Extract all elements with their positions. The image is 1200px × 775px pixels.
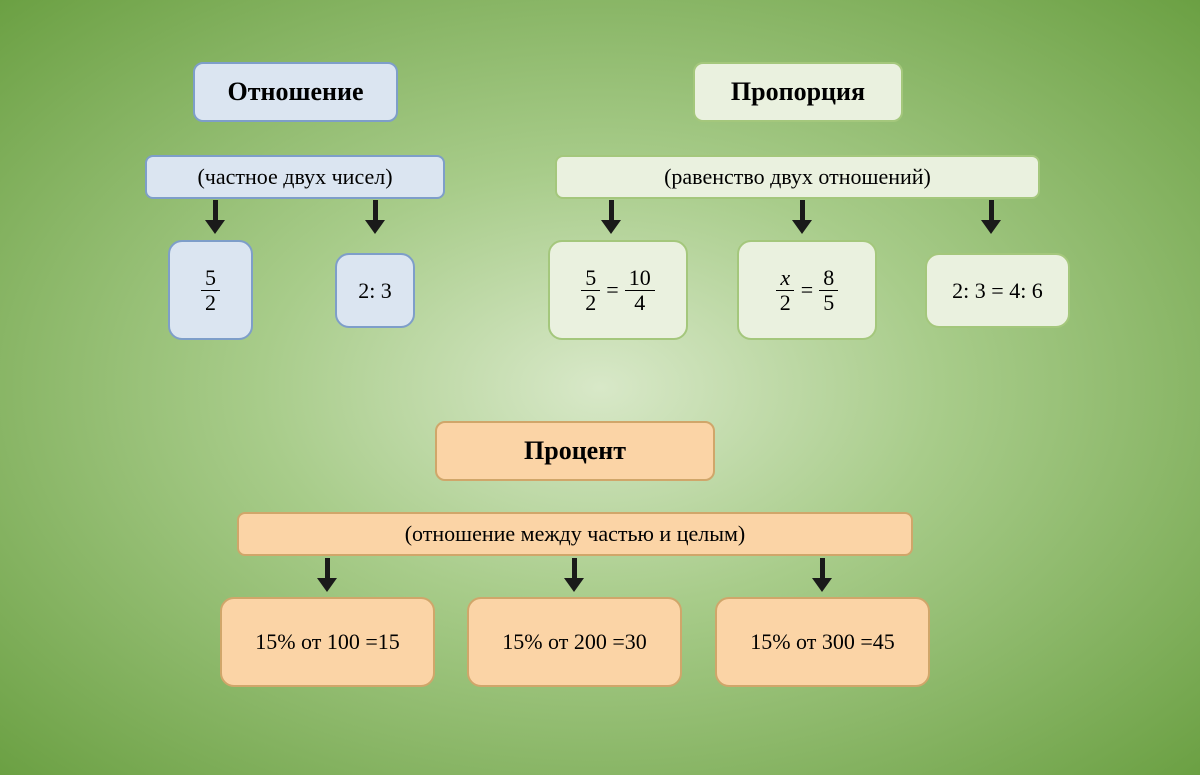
percent-item-3: 15% от 300 =45 [715, 597, 930, 687]
numerator: x [776, 266, 794, 290]
percent-text: 15% от 100 =15 [255, 629, 400, 655]
percent-item-1: 15% от 100 =15 [220, 597, 435, 687]
denominator: 2 [581, 291, 600, 314]
percent-title-box: Процент [435, 421, 715, 481]
ratio-item-2: 2: 3 [335, 253, 415, 328]
numerator: 10 [625, 266, 655, 290]
ratio-subtitle-box: (частное двух чисел) [145, 155, 445, 199]
arrow-down-icon [812, 558, 832, 593]
proportion-subtitle-box: (равенство двух отношений) [555, 155, 1040, 199]
arrow-down-icon [317, 558, 337, 593]
numerator: 8 [819, 266, 838, 290]
denominator: 2 [776, 291, 795, 314]
ratio-text: 2: 3 [358, 278, 392, 304]
arrow-down-icon [205, 200, 225, 235]
equals-sign: = [801, 277, 813, 303]
ratio-item-1: 5 2 [168, 240, 253, 340]
percent-subtitle: (отношение между частью и целым) [405, 521, 746, 547]
percent-title: Процент [524, 436, 626, 466]
proportion-text: 2: 3 = 4: 6 [952, 278, 1043, 304]
proportion-title-box: Пропорция [693, 62, 903, 122]
percent-text: 15% от 300 =45 [750, 629, 895, 655]
arrow-down-icon [601, 200, 621, 235]
proportion-item-3: 2: 3 = 4: 6 [925, 253, 1070, 328]
percent-item-2: 15% от 200 =30 [467, 597, 682, 687]
arrow-down-icon [365, 200, 385, 235]
percent-text: 15% от 200 =30 [502, 629, 647, 655]
proportion-subtitle: (равенство двух отношений) [664, 164, 931, 190]
arrow-down-icon [981, 200, 1001, 235]
proportion-item-1: 52 = 104 [548, 240, 688, 340]
fraction: 5 2 [201, 266, 220, 313]
proportion-item-2: x2 = 85 [737, 240, 877, 340]
denominator: 4 [630, 291, 649, 314]
numerator: 5 [581, 266, 600, 290]
proportion-title: Пропорция [731, 77, 865, 107]
ratio-title-box: Отношение [193, 62, 398, 122]
ratio-title: Отношение [228, 77, 364, 107]
arrow-down-icon [792, 200, 812, 235]
denominator: 2 [201, 291, 220, 314]
equals-sign: = [606, 277, 618, 303]
denominator: 5 [819, 291, 838, 314]
percent-subtitle-box: (отношение между частью и целым) [237, 512, 913, 556]
ratio-subtitle: (частное двух чисел) [197, 164, 392, 190]
arrow-down-icon [564, 558, 584, 593]
numerator: 5 [201, 266, 220, 290]
